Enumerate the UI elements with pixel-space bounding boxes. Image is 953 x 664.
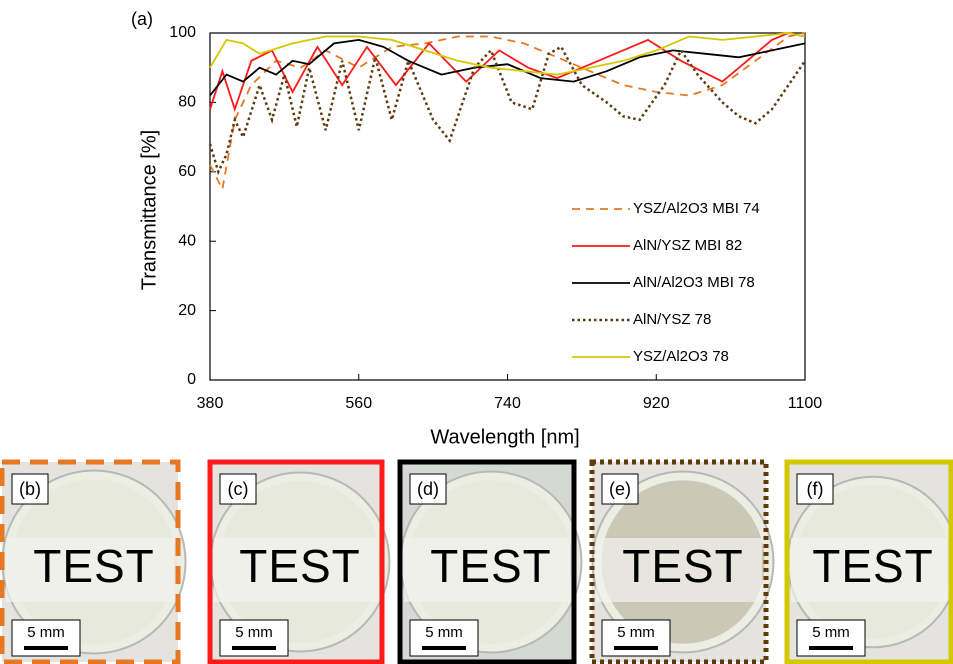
- label-box: [219, 473, 257, 505]
- panel-label: (f): [807, 479, 824, 499]
- y-tick-label: 0: [187, 371, 196, 388]
- legend-label: YSZ/Al2O3 MBI 74: [633, 200, 760, 217]
- photo-panel: TEST (c) 5 mm: [207, 459, 391, 664]
- legend-label: AlN/YSZ 78: [633, 311, 711, 328]
- panel-label: (d): [417, 479, 439, 499]
- sample-text: TEST: [622, 540, 744, 592]
- y-tick-label: 100: [169, 24, 196, 41]
- x-tick-label: 380: [197, 395, 224, 412]
- scale-text: 5 mm: [27, 624, 65, 641]
- frame: [784, 459, 953, 664]
- label-strip: [6, 538, 174, 602]
- frame: [397, 459, 577, 664]
- x-tick-label: 740: [494, 395, 521, 412]
- label-strip: [214, 538, 378, 602]
- sample-text: TEST: [430, 540, 552, 592]
- series-line: [209, 32, 806, 76]
- photo-panel: TEST (d) 5 mm: [397, 459, 583, 664]
- frame: [0, 459, 181, 664]
- y-tick-label: 20: [178, 302, 196, 319]
- photo-panel: TEST (f) 5 mm: [784, 459, 953, 664]
- legend-label: AlN/Al2O3 MBI 78: [633, 274, 755, 291]
- y-axis-label: Transmittance [%]: [138, 130, 160, 290]
- scale-text: 5 mm: [617, 624, 655, 641]
- label-strip: [404, 538, 570, 602]
- scale-text: 5 mm: [425, 624, 463, 641]
- panel-label: (c): [228, 479, 249, 499]
- label-box: [409, 473, 447, 505]
- label-strip: [596, 538, 762, 602]
- panel-label: (b): [19, 479, 41, 499]
- label-box: [796, 473, 834, 505]
- label-box: [11, 473, 49, 505]
- photo-panel: TEST (e) 5 mm: [589, 459, 775, 664]
- scale-text: 5 mm: [812, 624, 850, 641]
- series-line: [209, 32, 806, 192]
- y-tick-label: 40: [178, 232, 196, 249]
- y-tick-label: 60: [178, 163, 196, 180]
- frame: [207, 459, 385, 664]
- sample-text: TEST: [239, 540, 361, 592]
- y-tick-label: 80: [178, 94, 196, 111]
- photo-panel: TEST (b) 5 mm: [0, 459, 187, 664]
- frame: [589, 459, 769, 664]
- series-line: [209, 38, 806, 97]
- label-box: [601, 473, 639, 505]
- label-strip: [791, 538, 947, 602]
- legend-label: AlN/YSZ MBI 82: [633, 237, 742, 254]
- series-line: [209, 32, 806, 113]
- series-line: [208, 45, 807, 176]
- panel-label: (a): [131, 9, 153, 29]
- scale-box: [11, 619, 81, 657]
- scale-text: 5 mm: [235, 624, 273, 641]
- x-tick-label: 1100: [788, 395, 823, 412]
- panel-label: (e): [609, 479, 631, 499]
- sample-text: TEST: [812, 540, 934, 592]
- x-axis-label: Wavelength [nm]: [430, 426, 579, 448]
- legend-label: YSZ/Al2O3 78: [633, 348, 729, 365]
- x-tick-label: 560: [345, 395, 372, 412]
- sample-text: TEST: [33, 540, 155, 592]
- x-tick-label: 920: [643, 395, 670, 412]
